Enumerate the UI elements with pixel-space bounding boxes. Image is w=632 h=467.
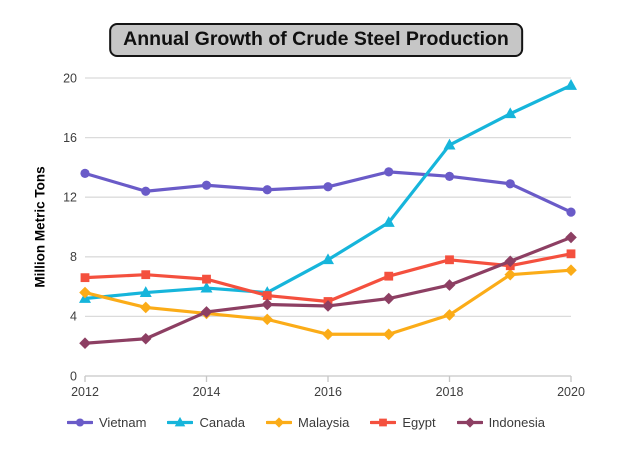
data-point — [75, 418, 85, 427]
data-point — [384, 271, 394, 281]
data-point — [200, 281, 213, 293]
data-point — [139, 332, 152, 345]
data-point — [464, 417, 475, 428]
data-point — [200, 306, 213, 318]
legend-label: Indonesia — [488, 414, 545, 430]
data-point — [175, 416, 186, 427]
data-point — [443, 309, 456, 321]
data-point — [382, 292, 395, 305]
data-point — [322, 253, 334, 265]
series-vietnam — [80, 167, 576, 217]
data-point — [322, 300, 334, 312]
legend-item-egypt: Egypt — [370, 414, 436, 430]
circle-marker-icon — [67, 418, 93, 427]
chart-title-text: Annual Growth of Crude Steel Production — [123, 28, 509, 50]
x-tick-label: 2020 — [557, 385, 585, 399]
legend-item-indonesia: Indonesia — [456, 414, 545, 430]
data-point — [202, 274, 211, 284]
data-point — [565, 264, 577, 277]
x-tick-label: 2014 — [193, 385, 221, 399]
data-point — [79, 286, 91, 299]
data-point — [565, 79, 577, 90]
data-point — [566, 249, 576, 259]
data-point — [384, 167, 394, 177]
diamond-marker-icon — [456, 417, 483, 428]
triangle-marker-icon — [167, 416, 194, 427]
data-point — [201, 180, 212, 190]
chart-title: Annual Growth of Crude Steel Production — [109, 23, 523, 57]
data-point — [141, 186, 151, 196]
data-point — [322, 328, 334, 341]
x-tick-label: 2012 — [71, 385, 99, 399]
x-tick-label: 2016 — [314, 385, 342, 399]
data-point — [504, 255, 517, 268]
y-tick-label: 16 — [63, 131, 77, 145]
data-point — [504, 268, 517, 281]
data-point — [445, 255, 454, 265]
square-marker-icon — [370, 418, 397, 427]
data-point — [379, 418, 388, 427]
legend-label: Malaysia — [298, 414, 350, 430]
data-point — [443, 279, 456, 291]
legend-item-canada: Canada — [167, 415, 245, 430]
y-tick-label: 4 — [70, 310, 77, 324]
series-malaysia — [79, 264, 577, 341]
data-point — [323, 182, 333, 192]
data-point — [382, 328, 395, 341]
data-point — [80, 273, 90, 283]
data-point — [382, 216, 395, 227]
diamond-marker-icon — [266, 417, 293, 428]
legend-label: Canada — [199, 414, 246, 430]
data-point — [141, 270, 151, 280]
data-point — [139, 301, 152, 314]
y-tick-label: 0 — [70, 369, 77, 383]
y-tick-label: 8 — [70, 250, 77, 264]
data-point — [80, 168, 90, 178]
line-chart: 0 4 8 12 16 20 2012 2014 2016 2018 2020 — [63, 71, 585, 399]
legend-item-malaysia: Malaysia — [266, 415, 349, 430]
data-point — [261, 313, 274, 326]
x-tick-label: 2018 — [436, 385, 464, 399]
legend-label: Egypt — [402, 414, 436, 430]
data-point — [505, 179, 515, 189]
data-point — [273, 417, 285, 428]
data-point — [504, 107, 517, 119]
data-point — [565, 231, 577, 244]
series-line — [83, 170, 573, 214]
data-point — [139, 286, 152, 297]
data-point — [566, 207, 576, 217]
series-indonesia — [79, 231, 577, 350]
data-point — [262, 291, 272, 300]
data-point — [261, 298, 274, 311]
legend: Vietnam Canada Malaysia Egypt Indonesia — [67, 415, 545, 430]
data-point — [444, 171, 455, 181]
legend-label: Vietnam — [99, 414, 147, 430]
data-point — [262, 185, 272, 195]
data-point — [443, 138, 456, 150]
legend-item-vietnam: Vietnam — [67, 415, 146, 430]
y-tick-label: 12 — [63, 191, 77, 205]
data-point — [79, 337, 91, 350]
y-tick-label: 20 — [63, 71, 77, 85]
